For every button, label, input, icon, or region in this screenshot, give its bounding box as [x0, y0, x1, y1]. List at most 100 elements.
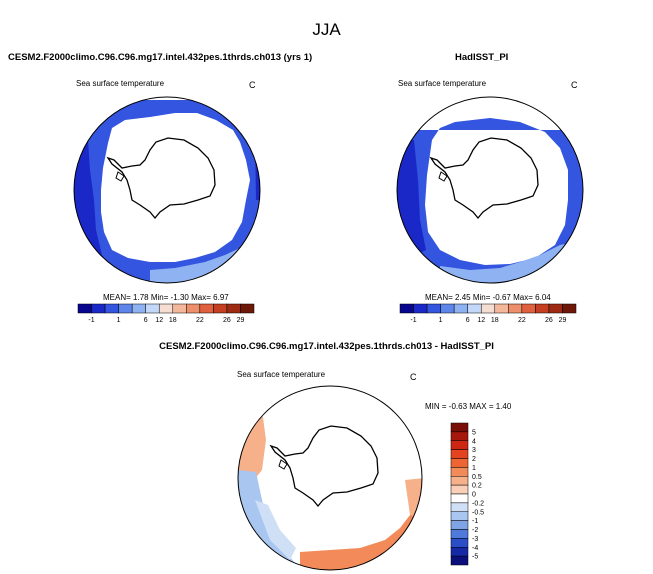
- panel1-colorbar-swatch: [131, 303, 146, 314]
- panel3-colorbar-tick-label: 5: [472, 429, 476, 436]
- panel2-mean-label: MEAN=: [425, 293, 453, 302]
- panel3-colorbar-swatch: [450, 476, 469, 486]
- panel1-colorbar-swatch: [145, 303, 160, 314]
- panel3-colorbar-tick-label: -4: [472, 545, 478, 552]
- panel2-colorbar-swatch: [413, 303, 428, 314]
- panel3-map-border: [237, 385, 423, 571]
- panel3-colorbar-tick-label: 4: [472, 438, 476, 445]
- panel1-cold-east: [255, 140, 260, 200]
- panel1-island: [115, 171, 125, 182]
- panel2-max-value: 6.04: [535, 293, 551, 302]
- panel1-colorbar-tick-label: 1: [117, 317, 121, 324]
- panel1-colorbar-swatch: [104, 303, 119, 314]
- panel1-colorbar-tick-label: 18: [169, 317, 177, 324]
- panel3-colorbar-tick-label: -3: [472, 536, 478, 543]
- panel2-colorbar-swatch: [426, 303, 441, 314]
- panel2-colorbar-swatch: [440, 303, 455, 314]
- panel3-colorbar-tick-label: 2: [472, 456, 476, 463]
- panel2-map: [396, 96, 584, 284]
- panel2-min-value: -0.67: [492, 293, 511, 302]
- panel1-units: C: [249, 80, 256, 90]
- panel2-max-label: Max=: [513, 293, 533, 302]
- panel1-colorbar-swatch: [118, 303, 133, 314]
- panel2-colorbar-swatch: [548, 303, 563, 314]
- panel2-colorbar-swatch: [453, 303, 468, 314]
- panel2-colorbar-swatch: [399, 303, 414, 314]
- panel1-max-label: Max=: [191, 293, 211, 302]
- panel3-colorbar-tick-label: 1: [472, 465, 476, 472]
- panel1-colorbar-swatch: [213, 303, 228, 314]
- panel2-colorbar: -1 1 6 12 18 22 26 29: [399, 303, 577, 324]
- panel1-title: CESM2.F2000climo.C96.C96.mg17.intel.432p…: [8, 52, 313, 63]
- panel1-colorbar-tick-label: 22: [196, 317, 204, 324]
- panel1-colorbar-swatch: [240, 303, 255, 314]
- panel2-colorbar-swatch: [562, 303, 577, 314]
- panel1-colorbar-tick-label: 6: [144, 317, 148, 324]
- panel3-colorbar-swatch: [450, 422, 469, 433]
- panel3-colorbar-swatch: [450, 529, 469, 539]
- panel1-stats: MEAN= 1.78 Min= -1.30 Max= 6.97: [103, 293, 229, 302]
- panel2-variable: Sea surface temperature: [398, 79, 487, 88]
- panel3-min-label: MIN =: [425, 402, 447, 411]
- panel3-colorbar-tick-label: 3: [472, 447, 476, 454]
- panel2-colorbar-swatch: [467, 303, 482, 314]
- panel2-colorbar-tick-label: 29: [559, 317, 567, 324]
- panel2-colorbar-tick-label: -1: [410, 317, 416, 324]
- panel3-max-label: MAX =: [469, 402, 494, 411]
- panel2-colorbar-tick-label: 22: [518, 317, 526, 324]
- panel1-colorbar-swatch: [77, 303, 92, 314]
- panel2-island: [438, 171, 448, 182]
- panel3-colorbar-tick-label: -2: [472, 527, 478, 534]
- panel3-warm-west: [238, 410, 266, 480]
- panel1-colorbar-swatch: [226, 303, 241, 314]
- panel2-min-label: Min=: [472, 293, 491, 302]
- panel2-colorbar-tick-label: 1: [439, 317, 443, 324]
- panel2-map-border: [396, 96, 584, 284]
- panel2-colorbar-swatch: [521, 303, 536, 314]
- panel3-colorbar-swatch: [450, 547, 469, 557]
- panel1-colorbar-swatch: [91, 303, 106, 314]
- panel3-colorbar-tick-label: 0.5: [472, 474, 482, 481]
- panel3-colorbar-swatch: [450, 440, 469, 450]
- panel3-colorbar-tick-label: 0.2: [472, 483, 482, 490]
- panel1-max-value: 6.97: [213, 293, 229, 302]
- panel3-colorbar-swatch: [450, 467, 469, 477]
- panel2-colorbar-tick-label: 12: [477, 317, 485, 324]
- panel3-colorbar: 5 4 3 2 1 0.5 0.2 0-0.2 -0.5 -1 -2 -3 -4 -5: [450, 422, 484, 566]
- panel1-min-label: Min=: [150, 293, 169, 302]
- panel3-colorbar-tick-label: 0: [472, 492, 476, 499]
- panel3-colorbar-tick-label: -5: [472, 554, 478, 561]
- panel3-island: [278, 459, 288, 470]
- panel1-map-border: [73, 96, 261, 284]
- panel1-colorbar-tick-label: -1: [88, 317, 94, 324]
- panel2-colorbar-swatch: [535, 303, 550, 314]
- panel1-colorbar-swatch: [186, 303, 201, 314]
- panel3-title: CESM2.F2000climo.C96.C96.mg17.intel.432p…: [159, 341, 494, 352]
- panel3-colorbar-swatch: [450, 538, 469, 548]
- panel2-sst-field: [397, 118, 583, 283]
- panel2-colorbar-swatch: [480, 303, 496, 314]
- panel3-colorbar-swatch: [450, 449, 469, 459]
- panel1-colorbar-tick-label: 26: [223, 317, 231, 324]
- panel3-colorbar-swatch: [450, 520, 469, 530]
- panel3-colorbar-tick-label: -0.5: [472, 509, 484, 516]
- panel1-colorbar: -1 1 6 12 18 22 26 29: [77, 303, 255, 324]
- panel1-variable: Sea surface temperature: [76, 79, 165, 88]
- panel3-colorbar-swatch: [450, 458, 469, 468]
- panel2-antarctica-coast: [429, 137, 539, 220]
- panel2-colorbar-swatch: [508, 303, 523, 314]
- panel2-stats: MEAN= 2.45 Min= -0.67 Max= 6.04: [425, 293, 551, 302]
- panel1-colorbar-tick-label: 12: [155, 317, 163, 324]
- panel3-units: C: [410, 372, 417, 382]
- panel1-mean-value: 1.78: [133, 293, 149, 302]
- panel3-colorbar-swatch: [450, 484, 469, 495]
- panel3-colorbar-swatch: [450, 493, 469, 504]
- panel3-colorbar-tick-label: -0.2: [472, 500, 484, 507]
- panel1-mean-label: MEAN=: [103, 293, 131, 302]
- panel2-colorbar-tick-label: 18: [491, 317, 499, 324]
- panel3-colorbar-swatch: [450, 431, 469, 441]
- panel1-min-value: -1.30: [170, 293, 189, 302]
- panel1-colorbar-tick-label: 29: [237, 317, 245, 324]
- panel2-colorbar-tick-label: 26: [545, 317, 553, 324]
